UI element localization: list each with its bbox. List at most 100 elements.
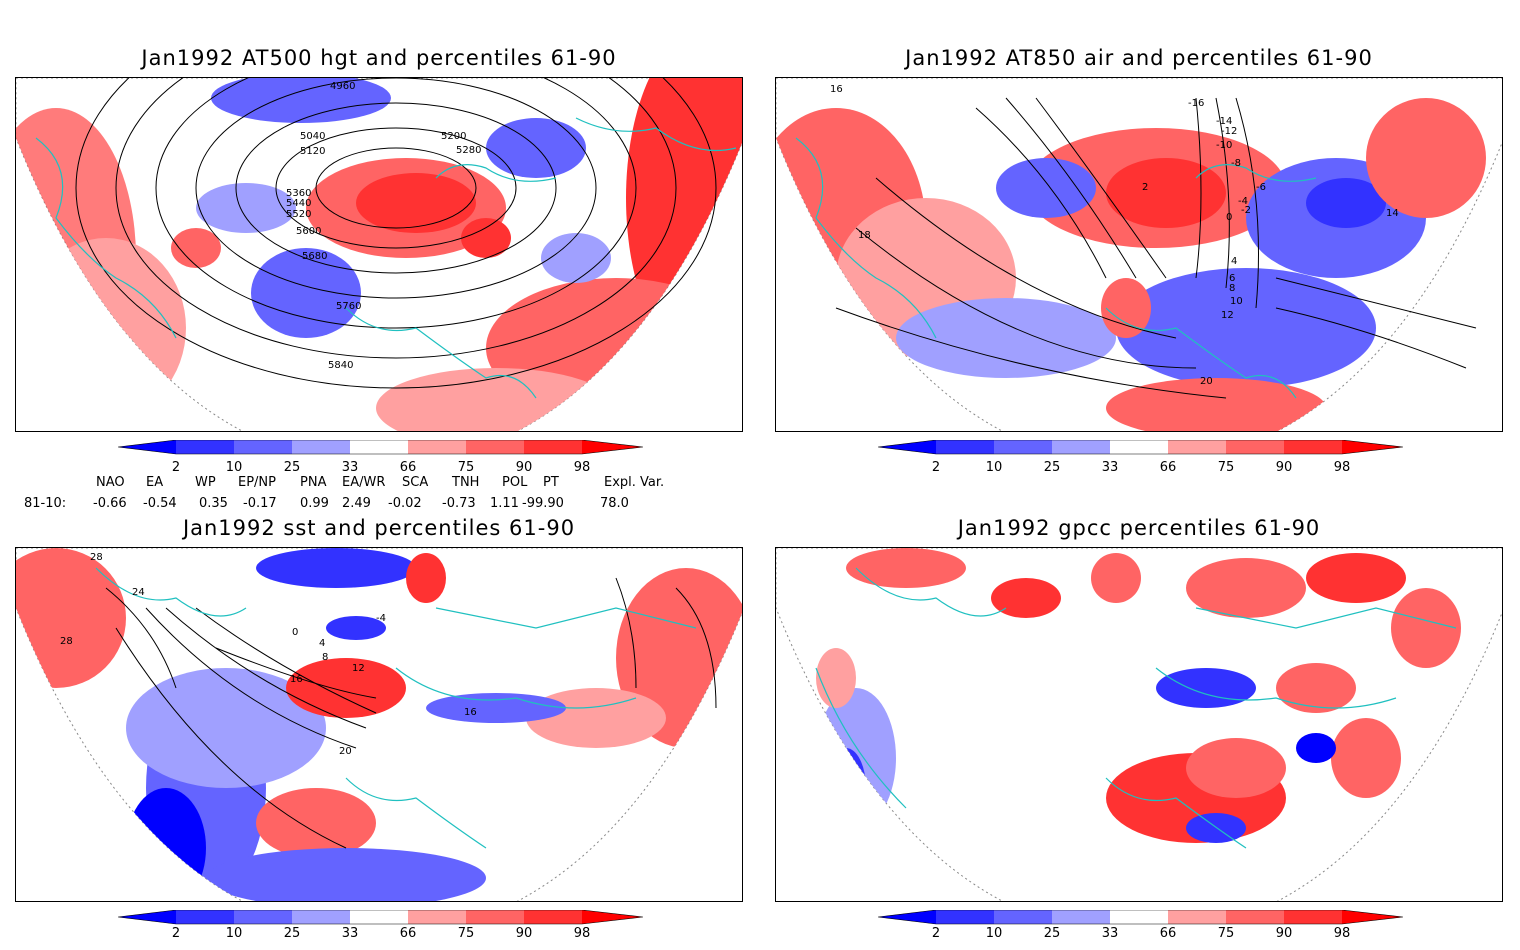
colorbar-tick: 33: [1101, 926, 1119, 941]
contour-label: 5520: [286, 209, 311, 220]
map-panel-sst: 28 28 24 20 16 12 8 4 0 -4 16: [15, 547, 743, 902]
colorbar-tick: 10: [985, 926, 1003, 941]
index-value: -0.66: [93, 496, 127, 511]
contour-label: -8: [1231, 158, 1241, 169]
index-header: PNA: [300, 475, 327, 490]
colorbar-gpcc: 2 10 25 33 66 75 90 98: [877, 909, 1404, 950]
index-value: 78.0: [600, 496, 629, 511]
map-panel-air850: 16 18 -16 -14 -12 -10 -8 -6 -4 -2 0 2 4 …: [775, 77, 1503, 432]
contour-label: 4: [1231, 256, 1237, 267]
colorbar-tick: 25: [1043, 460, 1061, 475]
index-row-label: 81-10:: [24, 496, 67, 511]
map-gpcc: [776, 548, 1502, 901]
index-header: TNH: [452, 475, 480, 490]
contour-label: 5600: [296, 226, 321, 237]
colorbar-tick: 90: [515, 926, 533, 941]
contour-labels-air850: 16 18 -16 -14 -12 -10 -8 -6 -4 -2 0 2 4 …: [830, 84, 1399, 387]
colorbar-tick: 66: [399, 926, 417, 941]
index-header: EA/WR: [342, 475, 386, 490]
contour-label: 5120: [300, 146, 325, 157]
contour-label: 20: [339, 746, 352, 757]
colorbar-tick: 98: [573, 926, 591, 941]
contour-label: -6: [1256, 182, 1266, 193]
colorbar-tick: 2: [931, 460, 941, 475]
colorbar-tick: 25: [283, 926, 301, 941]
contour-label: 20: [1200, 376, 1213, 387]
colorbar-tick: 10: [985, 460, 1003, 475]
contour-label: 10: [1230, 296, 1243, 307]
map-sst: 28 28 24 20 16 12 8 4 0 -4 16: [16, 548, 742, 901]
colorbar-tick: 98: [1333, 460, 1351, 475]
colorbar-swatches: [877, 909, 1404, 925]
index-value: -0.02: [388, 496, 422, 511]
map-panel-gpcc: [775, 547, 1503, 902]
index-value: -0.17: [243, 496, 277, 511]
colorbar-air850: 2 10 25 33 66 75 90 98: [877, 439, 1404, 480]
colorbar-swatches: [877, 439, 1404, 455]
colorbar-tick: 98: [1333, 926, 1351, 941]
contour-label: -14: [1216, 116, 1232, 127]
contour-label: 5680: [302, 251, 327, 262]
colorbar-hgt500: 2 10 25 33 66 75 90 98: [117, 439, 644, 480]
contour-label: 5040: [300, 131, 325, 142]
colorbar-swatches: [117, 439, 644, 455]
contour-label: 28: [90, 552, 103, 563]
colorbar-tick: 90: [1275, 926, 1293, 941]
index-header: PT: [543, 475, 559, 490]
contour-label: 4: [319, 638, 325, 649]
colorbar-tick: 2: [171, 460, 181, 475]
index-header: WP: [195, 475, 216, 490]
contour-label: 14: [1386, 208, 1399, 219]
panel-title-hgt500: Jan1992 AT500 hgt and percentiles 61-90: [141, 46, 617, 70]
colorbar-tick: 33: [341, 926, 359, 941]
contour-label: 8: [1229, 283, 1235, 294]
contour-label: 28: [60, 636, 73, 647]
index-header: EA: [146, 475, 164, 490]
colorbar-tick: 66: [1159, 926, 1177, 941]
contour-label: 8: [322, 652, 328, 663]
colorbar-tick: 90: [1275, 460, 1293, 475]
colorbar-tick: 2: [171, 926, 181, 941]
index-header: SCA: [402, 475, 429, 490]
colorbar-tick: 2: [931, 926, 941, 941]
colorbar-swatches: [117, 909, 644, 925]
colorbar-tick: 10: [225, 926, 243, 941]
contour-label: 5360: [286, 188, 311, 199]
panel-title-air850: Jan1992 AT850 air and percentiles 61-90: [905, 46, 1373, 70]
contour-label: 12: [352, 663, 365, 674]
index-value: -99.90: [522, 496, 564, 511]
colorbar-tick: 10: [225, 460, 243, 475]
contour-labels-sst: 28 28 24 20 16 12 8 4 0 -4 16: [60, 552, 477, 757]
contour-label: 24: [132, 587, 145, 598]
contour-label: 16: [830, 84, 843, 95]
colorbar-tick: 25: [1043, 926, 1061, 941]
index-header: NAO: [96, 475, 125, 490]
contour-label: 5280: [456, 145, 481, 156]
colorbar-tick: 75: [457, 460, 475, 475]
colorbar-tick: 66: [399, 460, 417, 475]
index-header: POL: [502, 475, 528, 490]
colorbar-tick: 75: [1217, 460, 1235, 475]
colorbar-tick: 25: [283, 460, 301, 475]
map-air850: 16 18 -16 -14 -12 -10 -8 -6 -4 -2 0 2 4 …: [776, 78, 1502, 431]
contour-label: 6: [1229, 273, 1235, 284]
index-value: -0.54: [143, 496, 177, 511]
index-value: 0.35: [199, 496, 228, 511]
map-panel-hgt500: 4960 5040 5120 5200 5280 5360 5440 5520 …: [15, 77, 743, 432]
panel-title-gpcc: Jan1992 gpcc percentiles 61-90: [957, 516, 1321, 540]
contour-label: 5200: [441, 131, 466, 142]
contour-label: -2: [1241, 205, 1251, 216]
contour-label: -4: [376, 613, 386, 624]
index-value: -0.73: [442, 496, 476, 511]
contour-label: -12: [1221, 126, 1237, 137]
contour-label: 0: [292, 627, 298, 638]
index-value: 1.11: [490, 496, 519, 511]
panel-title-sst: Jan1992 sst and percentiles 61-90: [182, 516, 576, 540]
colorbar-tick: 33: [341, 460, 359, 475]
colorbar-tick: 98: [573, 460, 591, 475]
contour-label: 16: [290, 674, 303, 685]
contour-label: 4960: [330, 81, 355, 92]
contour-label: -16: [1188, 98, 1204, 109]
contour-label: 5440: [286, 198, 311, 209]
contour-label: 16: [464, 707, 477, 718]
